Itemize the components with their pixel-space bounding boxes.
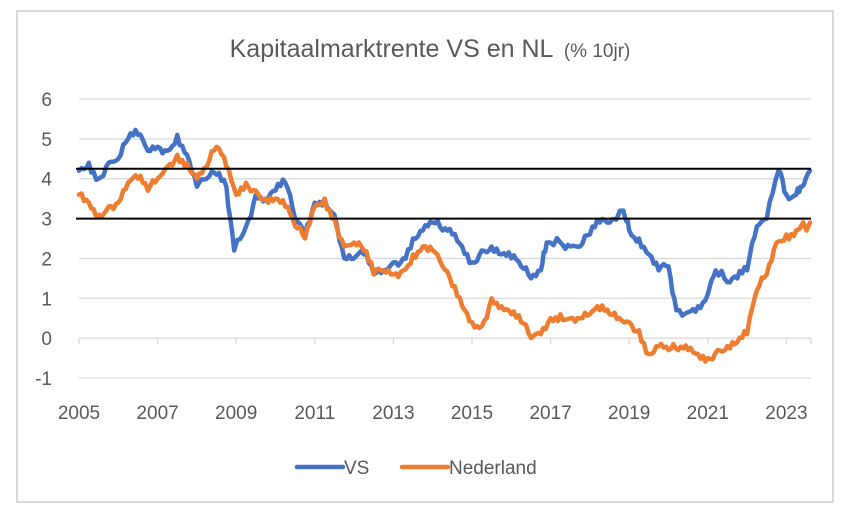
legend: VS Nederland: [294, 458, 537, 479]
x-tick-label: 2019: [608, 403, 650, 424]
series-group: [76, 127, 813, 364]
legend-label-nederland: Nederland: [449, 458, 537, 479]
x-tick-label: 2013: [372, 403, 414, 424]
gridlines: [79, 98, 811, 379]
y-tick-label: 2: [41, 249, 52, 270]
x-tick-label: 2017: [529, 403, 571, 424]
y-axis: 6 5 4 3 2 1 0 -1: [35, 90, 52, 390]
y-tick-label: 3: [41, 210, 52, 231]
y-tick-label: -1: [35, 369, 52, 390]
y-tick-label: 0: [41, 329, 52, 350]
legend-label-vs: VS: [344, 458, 369, 479]
x-tick-label: 2023: [765, 403, 807, 424]
chart-title-suffix: (% 10jr): [564, 41, 631, 62]
x-tick-label: 2009: [215, 403, 257, 424]
reference-lines: [76, 167, 811, 220]
x-tick-label: 2005: [58, 403, 100, 424]
chart-title: Kapitaalmarktrente VS en NL (% 10jr): [230, 35, 631, 63]
series-line-vs: [76, 127, 813, 318]
y-tick-label: 1: [41, 289, 52, 310]
series-line-nederland: [76, 144, 813, 364]
y-tick-label: 5: [41, 130, 52, 151]
y-tick-label: 6: [41, 90, 52, 111]
x-tick-label: 2007: [136, 403, 178, 424]
x-tick-label: 2015: [451, 403, 493, 424]
x-tick-label: 2021: [687, 403, 729, 424]
chart-frame: [16, 10, 834, 503]
chart-title-main: Kapitaalmarktrente VS en NL: [230, 35, 554, 63]
x-tick-label: 2011: [294, 403, 335, 424]
y-tick-label: 4: [41, 170, 52, 191]
x-axis: 2005 2007 2009 2011 2013 2015 2017 2019 2021 2023: [58, 337, 812, 424]
